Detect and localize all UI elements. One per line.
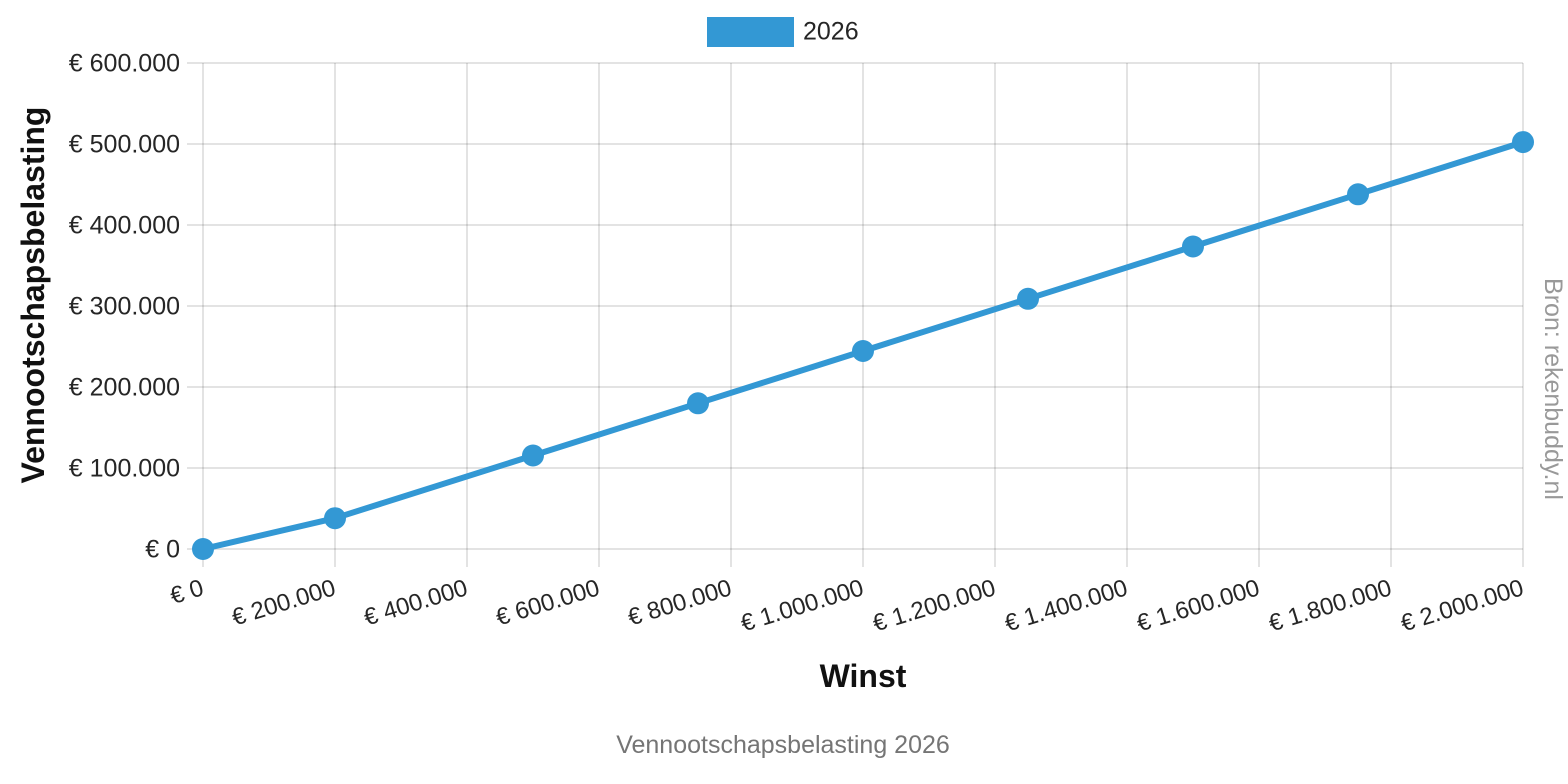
svg-text:€ 0: € 0	[145, 536, 180, 564]
svg-text:Bron: rekenbuddy.nl: Bron: rekenbuddy.nl	[1539, 278, 1567, 500]
svg-text:€ 100.000: € 100.000	[69, 455, 180, 483]
svg-text:€ 300.000: € 300.000	[69, 293, 180, 321]
svg-text:Vennootschapsbelasting: Vennootschapsbelasting	[15, 107, 51, 484]
svg-text:€ 600.000: € 600.000	[69, 50, 180, 78]
svg-text:€ 400.000: € 400.000	[69, 212, 180, 240]
svg-text:Vennootschapsbelasting 2026: Vennootschapsbelasting 2026	[616, 731, 950, 759]
svg-text:2026: 2026	[803, 18, 859, 46]
svg-text:Winst: Winst	[820, 658, 907, 694]
svg-text:€ 500.000: € 500.000	[69, 131, 180, 159]
svg-text:€ 200.000: € 200.000	[69, 374, 180, 402]
